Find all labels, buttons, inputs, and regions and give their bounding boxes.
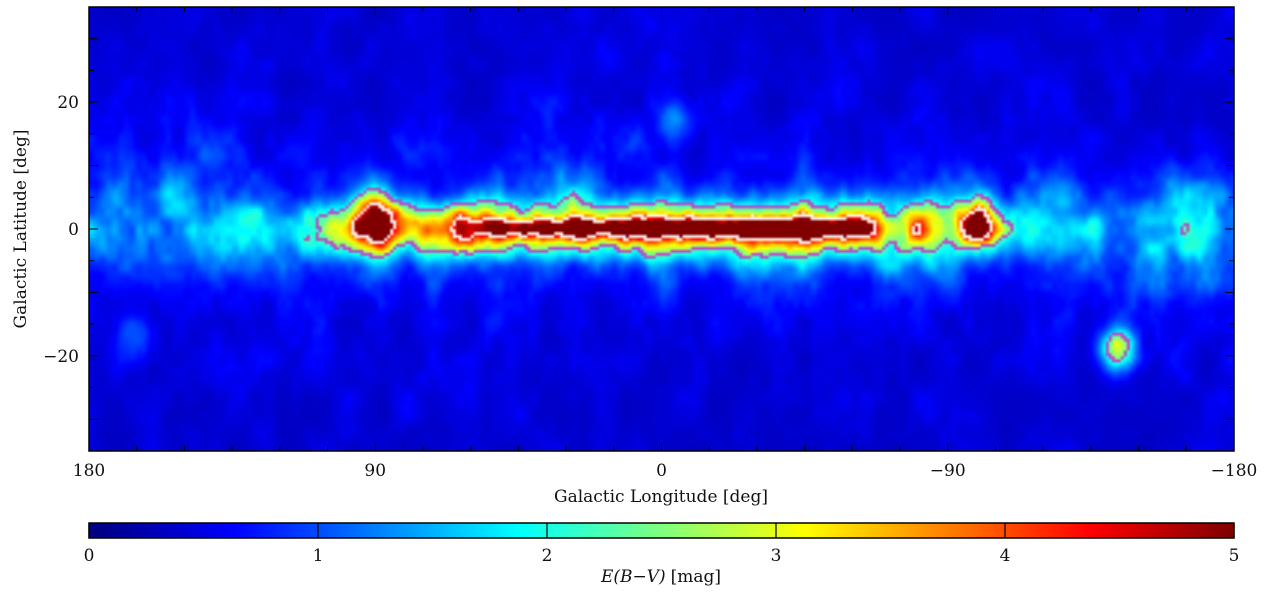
colorbar-label-quantity: E(B−V) xyxy=(600,567,666,587)
colorbar-tick-label: 0 xyxy=(84,546,95,566)
x-tick-label: −180 xyxy=(1211,461,1258,481)
y-tick-label: 0 xyxy=(68,220,79,240)
colorbar-ticks xyxy=(88,523,1235,538)
colorbar-tick-label: 4 xyxy=(1000,546,1011,566)
x-tick-label: −90 xyxy=(930,461,966,481)
x-axis-title: Galactic Longitude [deg] xyxy=(554,487,768,507)
colorbar-tick-label: 1 xyxy=(313,546,324,566)
y-tick-label: 20 xyxy=(57,93,79,113)
y-axis-title: Galactic Latitude [deg] xyxy=(11,130,31,329)
map-panel: 180 90 0 −90 −180 20 0 −20 Galactic Longitude … xyxy=(11,6,1258,507)
colorbar-label: E(B−V) [mag] xyxy=(600,567,721,587)
colorbar-tick-labels: 0 1 2 3 4 5 xyxy=(84,546,1240,566)
colorbar-tick-label: 3 xyxy=(771,546,782,566)
x-tick-label: 0 xyxy=(656,461,667,481)
colorbar-tick-label: 5 xyxy=(1229,546,1240,566)
x-tick-label: 180 xyxy=(73,461,105,481)
map-ticks xyxy=(88,7,1235,451)
colorbar: 0 1 2 3 4 5 E(B−V) [mag] xyxy=(84,522,1240,587)
y-tick-label: −20 xyxy=(43,347,79,367)
x-tick-labels: 180 90 0 −90 −180 xyxy=(73,461,1258,481)
colorbar-tick-label: 2 xyxy=(542,546,553,566)
extinction-heatmap xyxy=(89,7,1234,451)
x-tick-label: 90 xyxy=(364,461,386,481)
colorbar-gradient xyxy=(89,523,1234,538)
y-tick-labels: 20 0 −20 xyxy=(43,93,79,367)
colorbar-label-unit: [mag] xyxy=(671,567,721,587)
